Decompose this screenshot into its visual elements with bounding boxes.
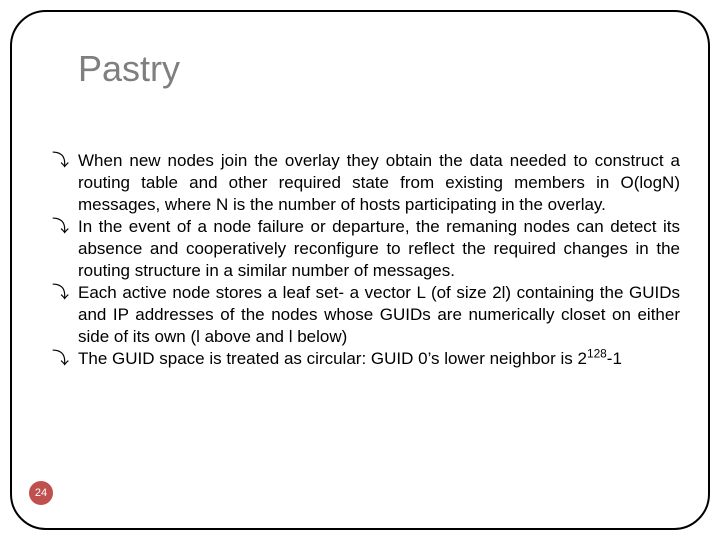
- bullet-glyph-icon: ⤵: [52, 348, 78, 370]
- bullet-glyph-icon: ⤵: [52, 282, 78, 304]
- bullet-text: In the event of a node failure or depart…: [78, 216, 680, 282]
- page-number-badge: 24: [28, 480, 54, 506]
- bullet-text: When new nodes join the overlay they obt…: [78, 150, 680, 216]
- slide-title: Pastry: [78, 48, 180, 90]
- slide-content: ⤵ When new nodes join the overlay they o…: [52, 150, 680, 370]
- bullet-item: ⤵ When new nodes join the overlay they o…: [52, 150, 680, 216]
- bullet-item: ⤵ Each active node stores a leaf set- a …: [52, 282, 680, 348]
- bullet-glyph-icon: ⤵: [52, 216, 78, 238]
- bullet-item: ⤵ In the event of a node failure or depa…: [52, 216, 680, 282]
- bullet-item: ⤵ The GUID space is treated as circular:…: [52, 348, 680, 370]
- page-number: 24: [35, 487, 47, 499]
- bullet-text: Each active node stores a leaf set- a ve…: [78, 282, 680, 348]
- bullet-glyph-icon: ⤵: [52, 150, 78, 172]
- bullet-text: The GUID space is treated as circular: G…: [78, 348, 680, 370]
